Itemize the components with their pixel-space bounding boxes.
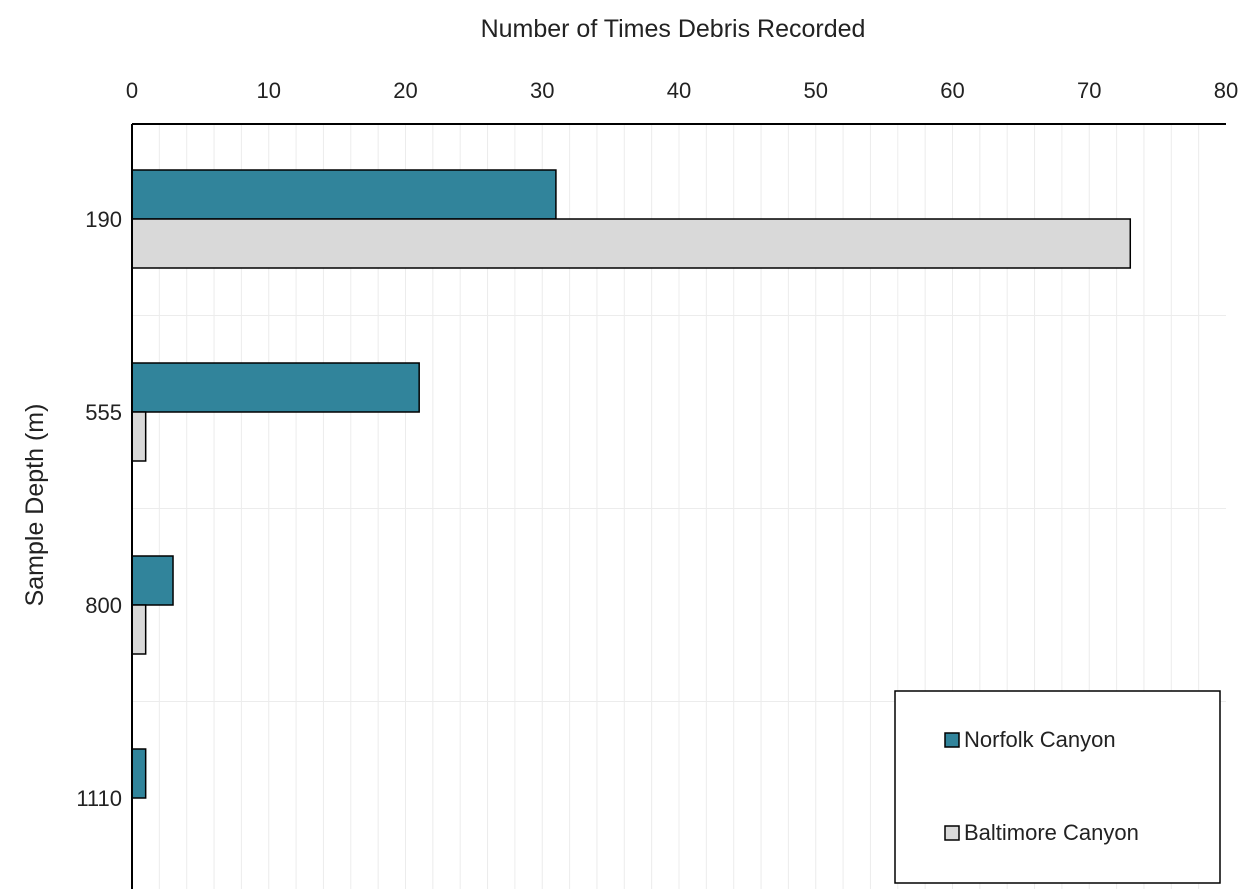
bar-baltimore-190: [131, 218, 1132, 269]
legend-label-norfolk: Norfolk Canyon: [964, 727, 1116, 752]
y-tick-label: 190: [85, 207, 122, 232]
x-axis-title: Number of Times Debris Recorded: [481, 15, 866, 43]
x-tick-label: 40: [667, 78, 691, 103]
legend-box: [894, 690, 1221, 884]
y-tick-label: 800: [85, 593, 122, 618]
axes: [131, 123, 1226, 889]
bar-norfolk-555: [131, 362, 420, 413]
bar-baltimore-555: [131, 411, 147, 462]
bar-norfolk-190: [131, 169, 557, 220]
legend: Norfolk Canyon Baltimore Canyon: [894, 690, 1221, 884]
y-axis-ticks: 190 555 800 1110: [76, 207, 122, 811]
x-tick-label: 70: [1077, 78, 1101, 103]
bar-norfolk-1110: [131, 748, 147, 799]
bar-norfolk-800: [131, 555, 174, 606]
x-axis-ticks: 0 10 20 30 40 50 60 70 80: [126, 78, 1238, 103]
x-tick-label: 60: [940, 78, 964, 103]
bars: [131, 169, 1132, 799]
y-tick-label: 555: [85, 400, 122, 425]
legend-swatch-baltimore: [944, 825, 960, 841]
y-tick-label: 1110: [76, 786, 122, 811]
x-tick-label: 20: [393, 78, 417, 103]
bar-baltimore-800: [131, 604, 147, 655]
legend-label-baltimore: Baltimore Canyon: [964, 820, 1139, 845]
x-tick-label: 0: [126, 78, 138, 103]
y-axis-title: Sample Depth (m): [21, 404, 49, 607]
x-tick-label: 80: [1214, 78, 1238, 103]
x-tick-label: 10: [257, 78, 281, 103]
x-tick-label: 30: [530, 78, 554, 103]
legend-swatch-norfolk: [944, 732, 960, 748]
x-tick-label: 50: [804, 78, 828, 103]
